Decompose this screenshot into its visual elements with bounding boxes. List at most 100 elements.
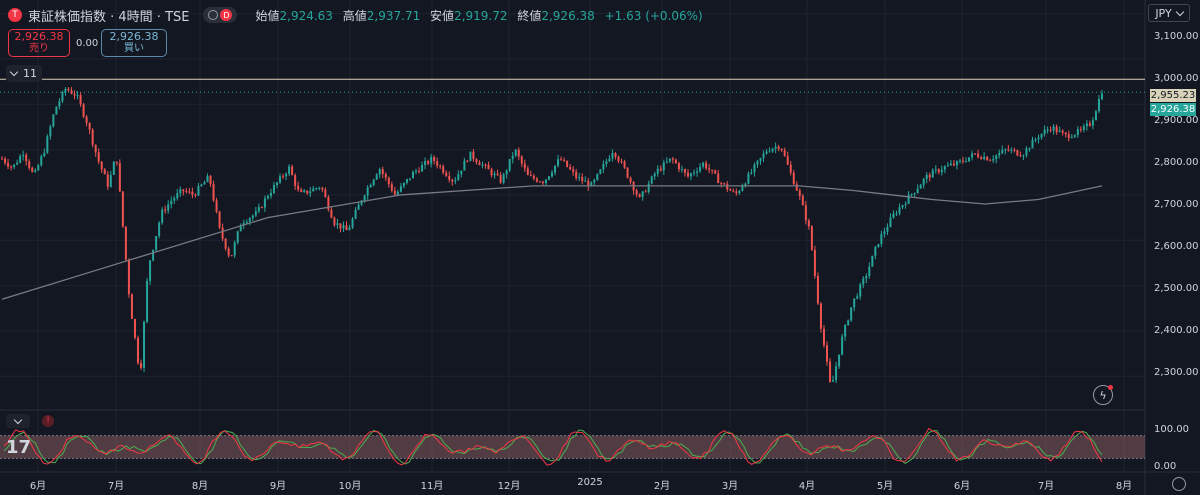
buy-button[interactable]: 2,926.38 買い xyxy=(101,29,167,57)
y-tick: 2,600.00 xyxy=(1154,241,1199,252)
candle-body xyxy=(832,380,835,382)
candle-body xyxy=(336,223,339,225)
candle-body xyxy=(436,161,439,166)
candle-body xyxy=(629,177,632,182)
candle-body xyxy=(490,169,493,176)
candle-body xyxy=(257,207,260,212)
low-label: 安値 xyxy=(430,8,455,23)
y-tick: 3,000.00 xyxy=(1154,73,1199,84)
candle-body xyxy=(360,200,363,205)
candle-body xyxy=(478,162,481,166)
candle-body xyxy=(297,185,300,190)
candle-body xyxy=(363,195,366,201)
candle-body xyxy=(889,217,892,228)
oscillator-value: 17 xyxy=(6,437,32,458)
spread-value: 0.00 xyxy=(76,38,99,49)
candle-body xyxy=(517,149,520,157)
symbol-logo-icon[interactable]: T xyxy=(8,8,22,22)
candle-body xyxy=(31,167,34,172)
candle-body xyxy=(765,151,768,154)
candle-body xyxy=(384,173,387,178)
ohlc-values: 始値2,924.63 高値2,937.71 安値2,919.72 終値2,926… xyxy=(249,7,702,24)
candle-body xyxy=(572,169,575,172)
candle-body xyxy=(529,175,532,177)
candle-body xyxy=(641,191,644,198)
x-tick: 7月 xyxy=(107,481,125,492)
flash-icon[interactable]: ϟ xyxy=(1093,385,1113,405)
candle-body xyxy=(590,182,593,187)
candle-body xyxy=(520,156,523,164)
currency-selector[interactable]: JPY xyxy=(1148,4,1190,22)
candle-body xyxy=(396,191,399,195)
candle-body xyxy=(599,169,602,174)
candle-body xyxy=(185,191,188,193)
candle-body xyxy=(647,183,650,192)
oscillator-toggle[interactable] xyxy=(6,414,30,428)
candle-body xyxy=(1001,149,1004,154)
candle-body xyxy=(650,176,653,184)
x-tick: 4月 xyxy=(798,481,816,492)
candle-body xyxy=(699,166,702,172)
candle-body xyxy=(466,160,469,162)
candle-body xyxy=(34,170,37,172)
candle-body xyxy=(227,248,230,256)
symbol-legend: T 東証株価指数 · 4時間 · TSE D 始値2,924.63 高値2,93… xyxy=(8,6,703,25)
candle-body xyxy=(717,173,720,184)
candle-body xyxy=(306,190,309,194)
buy-label: 買い xyxy=(124,43,144,54)
y-tick: 2,800.00 xyxy=(1154,157,1199,168)
warning-icon[interactable]: ! xyxy=(42,415,54,427)
candle-body xyxy=(260,207,263,209)
candle-body xyxy=(378,169,381,175)
candle-body xyxy=(263,198,266,208)
chevron-down-icon xyxy=(9,67,19,77)
candle-body xyxy=(1019,155,1022,157)
candle-body xyxy=(106,174,109,187)
settings-icon[interactable] xyxy=(1172,477,1186,491)
candle-body xyxy=(829,361,832,382)
candle-body xyxy=(4,158,7,163)
candle-body xyxy=(1070,136,1073,138)
candle-body xyxy=(596,173,599,180)
candle-body xyxy=(333,217,336,225)
candle-body xyxy=(792,172,795,185)
candle-body xyxy=(883,231,886,235)
sell-button[interactable]: 2,926.38 売り xyxy=(8,29,70,57)
candle-body xyxy=(535,178,538,182)
candle-body xyxy=(611,153,614,159)
candle-body xyxy=(871,255,874,267)
candle-body xyxy=(288,166,291,174)
candle-body xyxy=(463,160,466,171)
candle-body xyxy=(194,194,197,196)
candle-body xyxy=(475,159,478,163)
candle-body xyxy=(874,246,877,256)
x-tick: 2025 xyxy=(577,477,603,488)
candle-body xyxy=(901,205,904,208)
candle-body xyxy=(786,155,789,165)
candle-body xyxy=(22,154,25,157)
candle-body xyxy=(40,156,43,166)
candle-body xyxy=(868,266,871,277)
candle-body xyxy=(538,181,541,183)
candle-body xyxy=(448,175,451,180)
visibility-toggle[interactable]: D xyxy=(203,7,238,23)
candle-body xyxy=(427,161,430,164)
candle-body xyxy=(551,172,553,177)
candle-body xyxy=(671,158,674,160)
candle-body xyxy=(158,222,161,237)
indicators-toggle[interactable]: 11 xyxy=(6,65,42,82)
y-tick: 2,900.00 xyxy=(1154,115,1199,126)
candle-body xyxy=(457,174,460,181)
oscillator-band xyxy=(0,435,1145,459)
candle-body xyxy=(1010,149,1013,151)
candle-body xyxy=(789,164,792,173)
candle-body xyxy=(569,166,572,170)
candle-body xyxy=(983,156,986,160)
symbol-title[interactable]: 東証株価指数 · 4時間 · TSE xyxy=(28,9,190,25)
candle-body xyxy=(813,249,816,276)
candle-body xyxy=(602,164,605,170)
candle-body xyxy=(659,168,662,171)
candle-body xyxy=(167,204,170,211)
candle-body xyxy=(958,160,961,162)
